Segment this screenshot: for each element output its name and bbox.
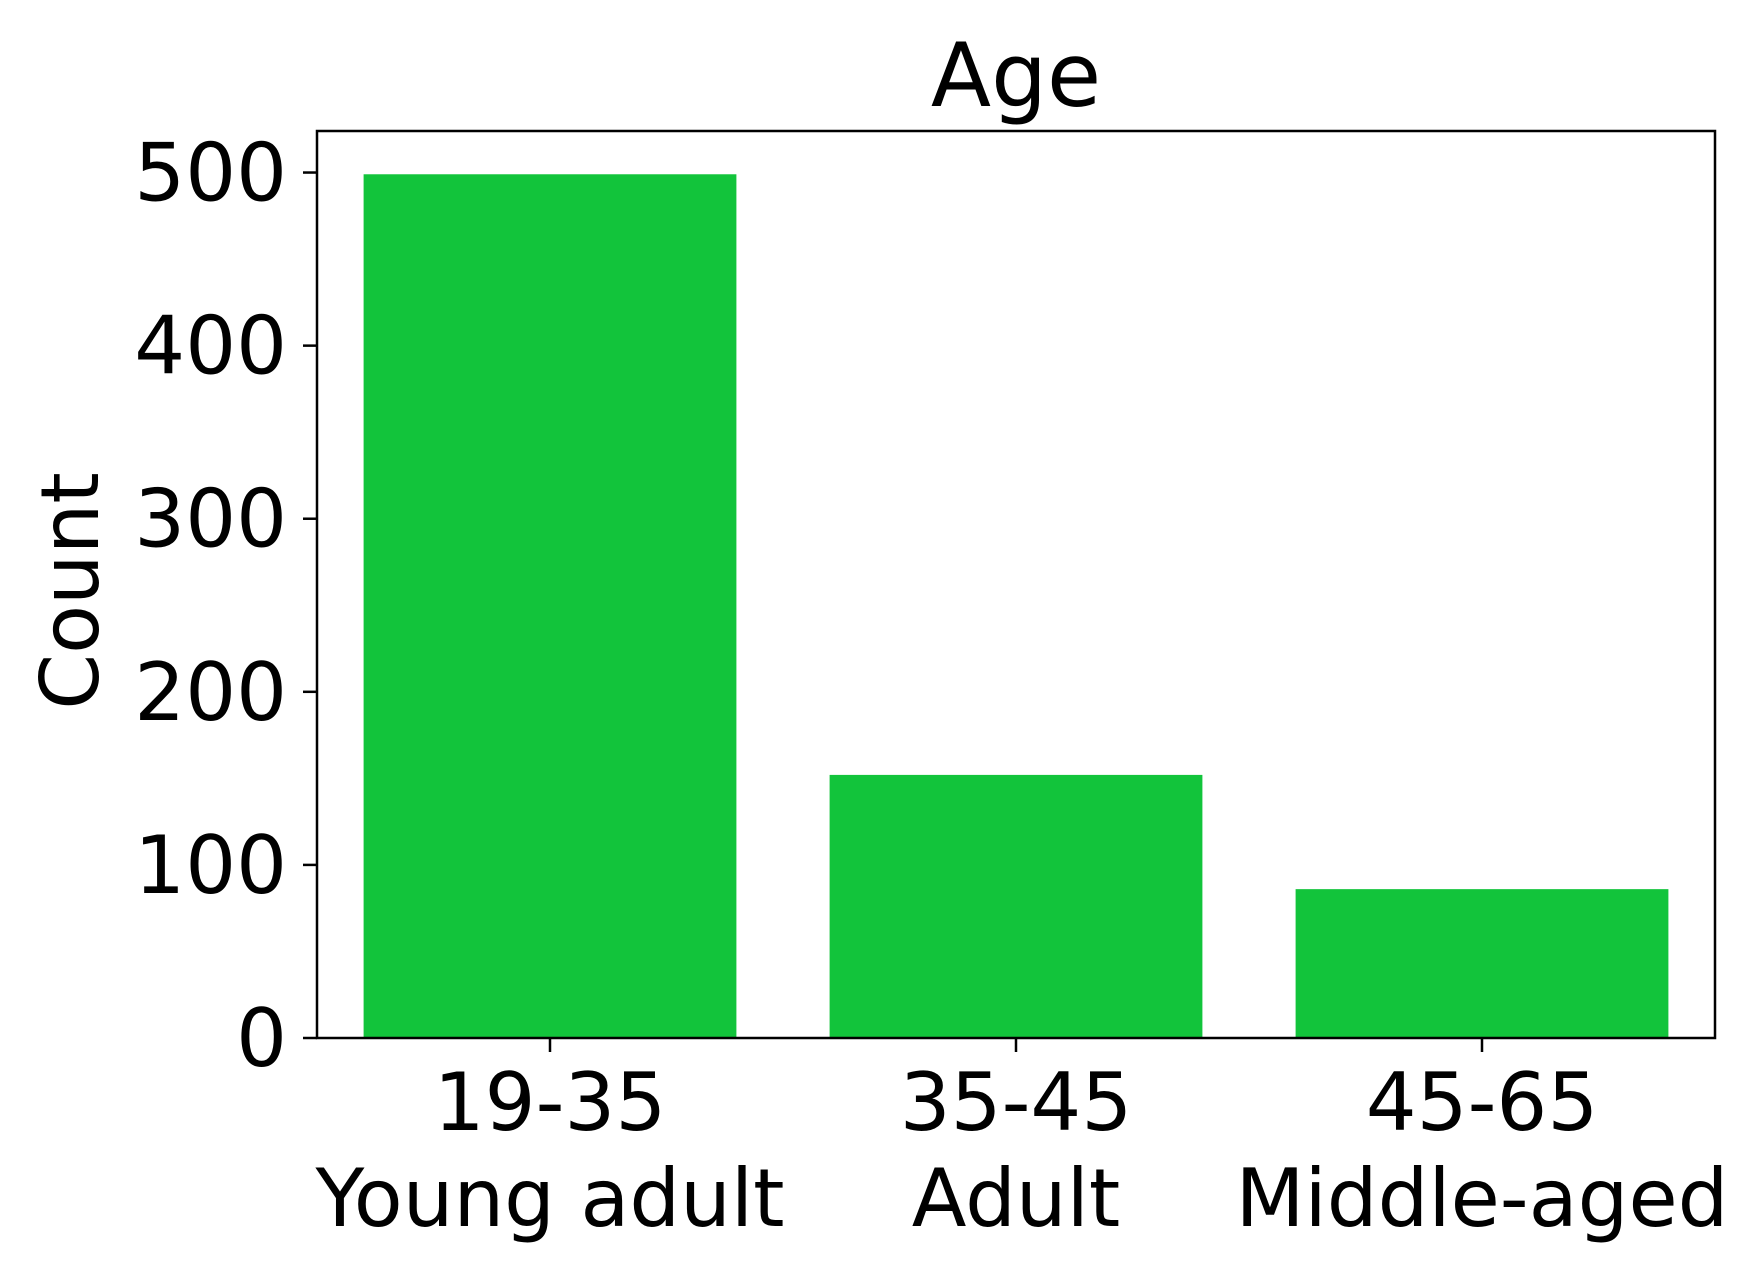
plot-frame bbox=[315, 129, 1717, 1040]
y-axis-label: Count bbox=[24, 472, 117, 710]
y-tick-label: 300 bbox=[134, 473, 287, 566]
x-tick-label-range: 35-45 bbox=[900, 1056, 1132, 1149]
x-tick-label-range: 45-65 bbox=[1366, 1056, 1598, 1149]
bar-35-45 bbox=[829, 774, 1203, 1038]
y-tick-label: 500 bbox=[134, 127, 287, 220]
x-tick-label-name: Adult bbox=[912, 1152, 1120, 1245]
bar-19-35 bbox=[363, 174, 737, 1039]
x-tick-label-name: Young adult bbox=[315, 1152, 785, 1245]
chart-title: Age bbox=[931, 24, 1101, 127]
bars-group bbox=[363, 174, 1669, 1039]
y-tick-label: 100 bbox=[134, 819, 287, 912]
bar-45-65 bbox=[1295, 889, 1669, 1038]
x-tick-label-name: Middle-aged bbox=[1236, 1152, 1729, 1245]
x-tick-label-range: 19-35 bbox=[434, 1056, 666, 1149]
y-tick-label: 200 bbox=[134, 646, 287, 739]
y-tick-label: 400 bbox=[134, 300, 287, 393]
y-tick-label: 0 bbox=[236, 992, 287, 1085]
